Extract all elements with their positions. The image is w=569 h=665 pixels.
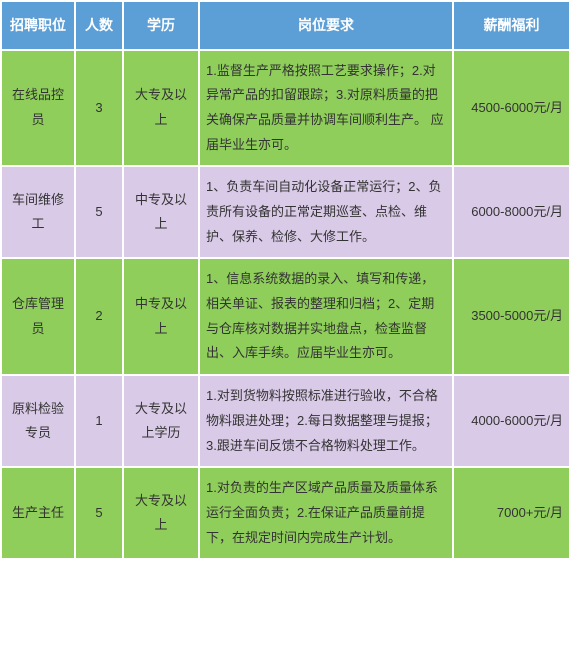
cell-edu: 大专及以上学历 [123,375,199,467]
cell-salary: 4500-6000元/月 [453,50,569,167]
table-row: 生产主任5大专及以上1.对负责的生产区域产品质量及质量体系运行全面负责；2.在保… [1,467,569,559]
table-row: 在线品控员3大专及以上1.监督生产严格按照工艺要求操作；2.对异常产品的扣留跟踪… [1,50,569,167]
cell-req: 1、负责车间自动化设备正常运行；2、负责所有设备的正常定期巡查、点检、维护、保养… [199,166,453,258]
cell-count: 5 [75,467,123,559]
cell-salary: 3500-5000元/月 [453,258,569,375]
cell-salary: 4000-6000元/月 [453,375,569,467]
cell-req: 1.监督生产严格按照工艺要求操作；2.对异常产品的扣留跟踪；3.对原料质量的把关… [199,50,453,167]
recruitment-table: 招聘职位 人数 学历 岗位要求 薪酬福利 在线品控员3大专及以上1.监督生产严格… [0,0,569,560]
table-row: 原料检验专员1大专及以上学历1.对到货物料按照标准进行验收，不合格物料跟进处理；… [1,375,569,467]
cell-position: 生产主任 [1,467,75,559]
table-header-row: 招聘职位 人数 学历 岗位要求 薪酬福利 [1,1,569,50]
cell-count: 1 [75,375,123,467]
cell-position: 在线品控员 [1,50,75,167]
table-row: 仓库管理员2中专及以上1、信息系统数据的录入、填写和传递，相关单证、报表的整理和… [1,258,569,375]
cell-req: 1、信息系统数据的录入、填写和传递，相关单证、报表的整理和归档；2、定期与仓库核… [199,258,453,375]
cell-edu: 中专及以上 [123,258,199,375]
cell-position: 车间维修工 [1,166,75,258]
table-row: 车间维修工5中专及以上1、负责车间自动化设备正常运行；2、负责所有设备的正常定期… [1,166,569,258]
cell-edu: 大专及以上 [123,467,199,559]
col-header-position: 招聘职位 [1,1,75,50]
cell-salary: 7000+元/月 [453,467,569,559]
cell-edu: 大专及以上 [123,50,199,167]
col-header-salary: 薪酬福利 [453,1,569,50]
cell-count: 3 [75,50,123,167]
table-body: 在线品控员3大专及以上1.监督生产严格按照工艺要求操作；2.对异常产品的扣留跟踪… [1,50,569,560]
col-header-edu: 学历 [123,1,199,50]
cell-salary: 6000-8000元/月 [453,166,569,258]
cell-req: 1.对到货物料按照标准进行验收，不合格物料跟进处理；2.每日数据整理与提报；3.… [199,375,453,467]
cell-edu: 中专及以上 [123,166,199,258]
cell-count: 2 [75,258,123,375]
cell-req: 1.对负责的生产区域产品质量及质量体系运行全面负责；2.在保证产品质量前提下，在… [199,467,453,559]
cell-position: 仓库管理员 [1,258,75,375]
col-header-count: 人数 [75,1,123,50]
cell-count: 5 [75,166,123,258]
cell-position: 原料检验专员 [1,375,75,467]
col-header-req: 岗位要求 [199,1,453,50]
